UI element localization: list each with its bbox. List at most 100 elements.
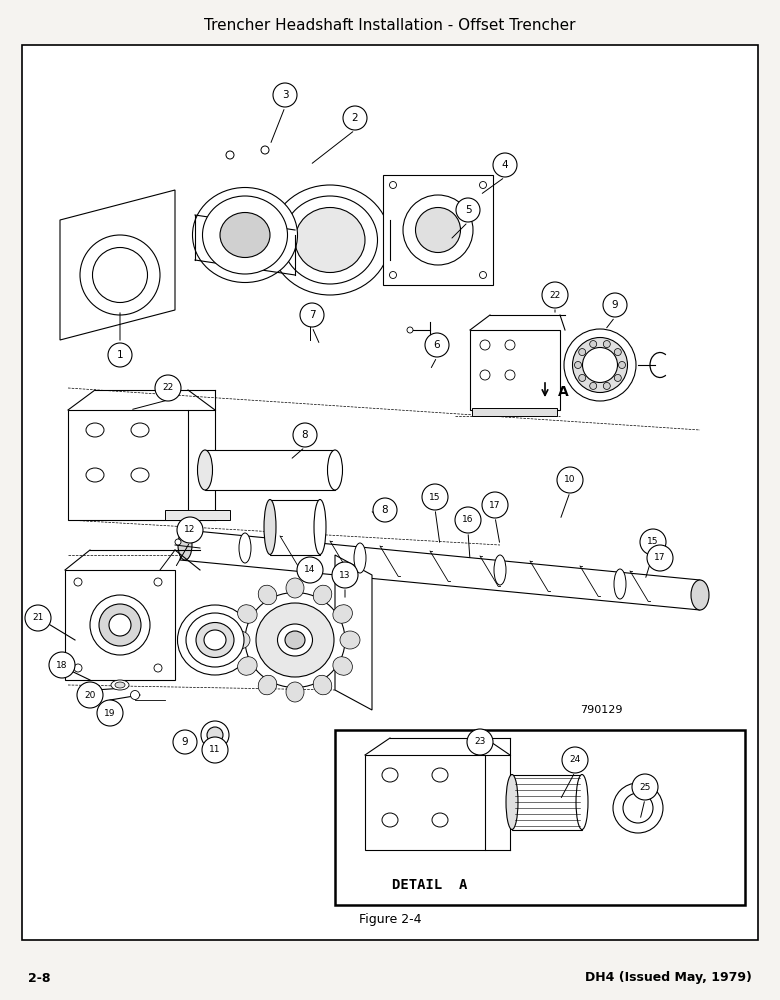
Ellipse shape xyxy=(416,208,460,252)
Text: 7: 7 xyxy=(309,310,315,320)
Ellipse shape xyxy=(286,578,304,598)
Ellipse shape xyxy=(285,631,305,649)
Ellipse shape xyxy=(282,196,378,284)
Text: 2-8: 2-8 xyxy=(28,972,51,984)
Circle shape xyxy=(542,282,568,308)
Circle shape xyxy=(155,375,181,401)
Bar xyxy=(270,500,320,555)
Bar xyxy=(205,450,335,490)
Ellipse shape xyxy=(37,613,47,622)
Text: 12: 12 xyxy=(184,526,196,534)
Ellipse shape xyxy=(314,499,326,554)
Ellipse shape xyxy=(58,660,68,670)
Text: 1: 1 xyxy=(117,350,123,360)
Ellipse shape xyxy=(583,348,618,382)
Text: 17: 17 xyxy=(489,500,501,510)
Ellipse shape xyxy=(226,151,234,159)
Ellipse shape xyxy=(178,530,192,560)
Ellipse shape xyxy=(480,271,487,278)
Ellipse shape xyxy=(238,605,257,623)
Ellipse shape xyxy=(432,813,448,827)
Ellipse shape xyxy=(204,630,226,650)
Ellipse shape xyxy=(109,614,131,636)
Ellipse shape xyxy=(576,774,588,830)
Text: 22: 22 xyxy=(549,290,561,300)
Bar xyxy=(68,410,188,520)
Circle shape xyxy=(493,153,517,177)
Text: 2: 2 xyxy=(352,113,358,123)
Circle shape xyxy=(632,774,658,800)
Circle shape xyxy=(640,529,666,555)
Ellipse shape xyxy=(613,783,663,833)
Circle shape xyxy=(562,747,588,773)
Ellipse shape xyxy=(201,721,229,749)
Ellipse shape xyxy=(74,664,82,672)
Ellipse shape xyxy=(389,271,396,278)
Ellipse shape xyxy=(403,195,473,265)
Circle shape xyxy=(297,557,323,583)
Circle shape xyxy=(343,106,367,130)
Circle shape xyxy=(173,730,197,754)
Ellipse shape xyxy=(258,675,277,695)
Text: 17: 17 xyxy=(654,554,666,562)
Ellipse shape xyxy=(238,657,257,675)
Circle shape xyxy=(456,198,480,222)
Text: 13: 13 xyxy=(339,570,351,580)
Text: 790129: 790129 xyxy=(580,705,622,715)
Text: Figure 2-4: Figure 2-4 xyxy=(359,914,421,926)
Bar xyxy=(165,510,230,520)
Circle shape xyxy=(557,467,583,493)
Ellipse shape xyxy=(314,675,332,695)
Ellipse shape xyxy=(691,580,709,610)
Ellipse shape xyxy=(590,341,597,348)
Ellipse shape xyxy=(506,774,518,830)
Circle shape xyxy=(202,737,228,763)
Circle shape xyxy=(422,484,448,510)
Circle shape xyxy=(603,293,627,317)
Text: DH4 (Issued May, 1979): DH4 (Issued May, 1979) xyxy=(585,972,752,984)
Text: 24: 24 xyxy=(569,756,580,764)
Ellipse shape xyxy=(505,370,515,380)
Text: 20: 20 xyxy=(84,690,96,700)
Text: Trencher Headshaft Installation - Offset Trencher: Trencher Headshaft Installation - Offset… xyxy=(204,17,576,32)
Ellipse shape xyxy=(258,585,277,605)
Text: 21: 21 xyxy=(32,613,44,622)
Ellipse shape xyxy=(245,592,345,688)
Circle shape xyxy=(647,545,673,571)
Text: 8: 8 xyxy=(381,505,388,515)
Ellipse shape xyxy=(614,569,626,599)
Circle shape xyxy=(300,303,324,327)
Text: DETAIL  A: DETAIL A xyxy=(392,878,468,892)
Ellipse shape xyxy=(480,370,490,380)
Polygon shape xyxy=(180,530,700,610)
Text: 18: 18 xyxy=(56,660,68,670)
Bar xyxy=(335,730,745,905)
Ellipse shape xyxy=(197,450,212,490)
Circle shape xyxy=(77,682,103,708)
Ellipse shape xyxy=(603,382,610,389)
Ellipse shape xyxy=(307,306,314,314)
Ellipse shape xyxy=(193,188,297,282)
Circle shape xyxy=(108,343,132,367)
Circle shape xyxy=(455,507,481,533)
Ellipse shape xyxy=(230,631,250,649)
Ellipse shape xyxy=(196,622,234,658)
Text: 9: 9 xyxy=(612,300,619,310)
Circle shape xyxy=(25,605,51,631)
Ellipse shape xyxy=(264,499,276,554)
Text: 14: 14 xyxy=(304,566,316,574)
Ellipse shape xyxy=(579,374,586,381)
Text: 23: 23 xyxy=(474,738,486,746)
Ellipse shape xyxy=(328,450,342,490)
Text: A: A xyxy=(558,385,569,399)
Polygon shape xyxy=(335,555,372,710)
Text: 25: 25 xyxy=(640,782,651,792)
Text: 22: 22 xyxy=(162,383,174,392)
Ellipse shape xyxy=(615,349,622,356)
Ellipse shape xyxy=(203,196,288,274)
Ellipse shape xyxy=(178,605,253,675)
Text: 16: 16 xyxy=(463,516,473,524)
Ellipse shape xyxy=(207,727,223,743)
Circle shape xyxy=(482,492,508,518)
Ellipse shape xyxy=(579,349,586,356)
